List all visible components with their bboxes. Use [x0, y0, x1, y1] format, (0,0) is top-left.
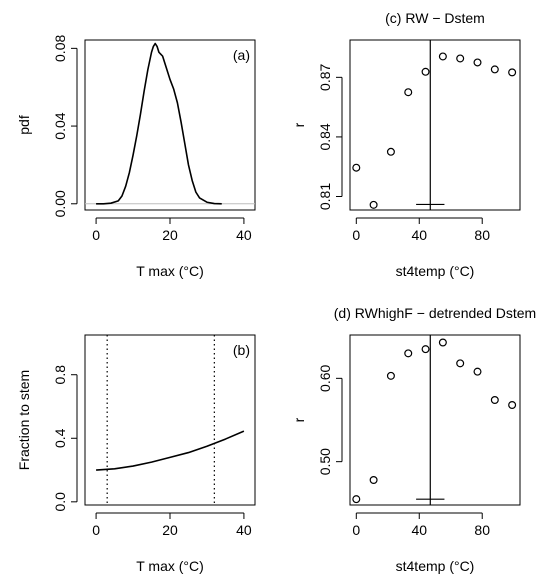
- plot-frame: [84, 39, 256, 211]
- data-point: [352, 495, 361, 504]
- y-tick-label: 0.8: [52, 365, 68, 385]
- data-point: [508, 68, 517, 77]
- x-tick-label: 40: [411, 522, 427, 538]
- x-axis-title: T max (°C): [136, 263, 204, 279]
- plot-frame: [349, 39, 521, 211]
- y-axis-title: r: [291, 122, 307, 127]
- x-tick-label: 20: [162, 522, 178, 538]
- x-tick-label: 0: [92, 522, 100, 538]
- y-tick-label: 0.84: [317, 123, 333, 150]
- y-tick-label: 0.4: [52, 428, 68, 448]
- data-point: [369, 476, 378, 485]
- y-tick-label: 0.87: [317, 63, 333, 90]
- x-axis-title: st4temp (°C): [396, 558, 475, 574]
- data-point: [508, 401, 517, 410]
- data-point: [352, 163, 361, 172]
- series-line: [96, 42, 222, 205]
- data-point: [386, 371, 395, 380]
- plot-frame: [349, 334, 521, 506]
- plot-frame: [84, 334, 256, 506]
- data-point: [490, 65, 499, 74]
- x-axis-title: T max (°C): [136, 558, 204, 574]
- x-tick-label: 0: [92, 227, 100, 243]
- panel-title: (c) RW − Dstem: [385, 10, 485, 26]
- y-tick-label: 0.04: [52, 112, 68, 139]
- data-point: [404, 88, 413, 97]
- data-point: [369, 200, 378, 209]
- y-tick-label: 0.00: [52, 190, 68, 217]
- panel-d: 0 40 80 0.50 0.60 st4temp (°C) r (d) RWhighF − …: [291, 305, 536, 574]
- data-point: [386, 147, 395, 156]
- y-axis-title: Fraction to stem: [16, 370, 32, 470]
- y-axis-title: pdf: [16, 115, 32, 135]
- x-tick-label: 80: [474, 227, 490, 243]
- y-tick-label: 0.08: [52, 35, 68, 62]
- panel-title: (d) RWhighF − detrended Dstem: [334, 305, 536, 321]
- x-tick-label: 80: [474, 522, 490, 538]
- panel-b: 0 20 40 0.0 0.4 0.8 T max (°C) Fraction to stem…: [16, 334, 256, 574]
- y-tick-label: 0.0: [52, 492, 68, 512]
- data-point: [421, 67, 430, 76]
- y-tick-label: 0.60: [317, 364, 333, 391]
- data-point: [438, 52, 447, 61]
- panel-label: (b): [233, 342, 250, 358]
- y-tick-label: 0.50: [317, 448, 333, 475]
- x-tick-label: 40: [411, 227, 427, 243]
- data-point: [456, 54, 465, 63]
- panel-a: 0 20 40 0.00 0.04 0.08 T max (°C) pdf (a): [16, 35, 256, 279]
- data-point: [421, 345, 430, 354]
- x-tick-label: 40: [236, 227, 252, 243]
- data-point: [404, 349, 413, 358]
- series-line: [96, 430, 245, 471]
- y-tick-label: 0.81: [317, 183, 333, 210]
- panel-c: 0 40 80 0.81 0.84 0.87 st4temp (°C) r (c) RW − D…: [291, 10, 521, 279]
- data-point: [438, 338, 447, 347]
- x-tick-label: 0: [352, 227, 360, 243]
- panel-label: (a): [233, 47, 250, 63]
- data-point: [473, 58, 482, 67]
- y-axis-title: r: [291, 417, 307, 422]
- x-tick-label: 20: [162, 227, 178, 243]
- data-point: [490, 396, 499, 405]
- x-tick-label: 40: [236, 522, 252, 538]
- x-axis-title: st4temp (°C): [396, 263, 475, 279]
- x-tick-label: 0: [352, 522, 360, 538]
- data-point: [473, 367, 482, 376]
- data-point: [456, 359, 465, 368]
